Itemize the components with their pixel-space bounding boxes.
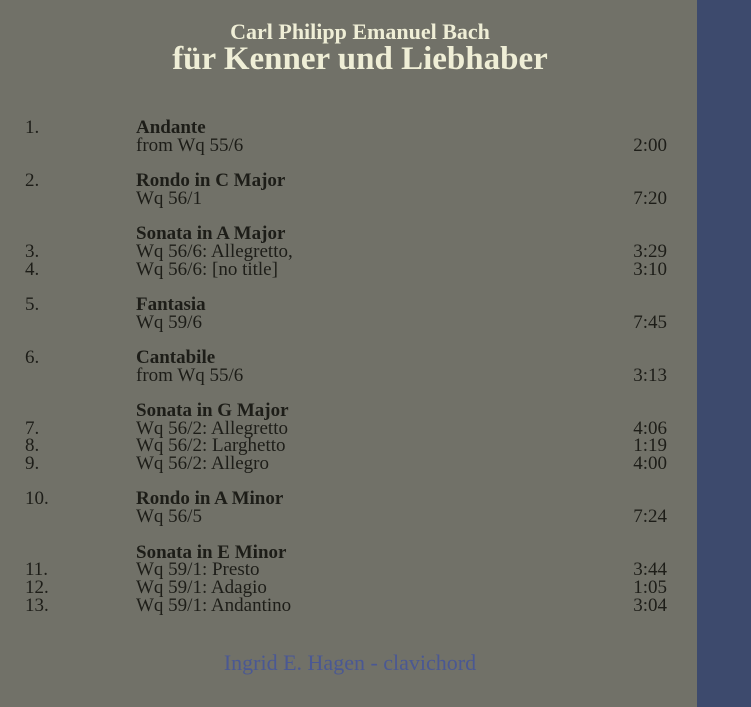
track-row: Wq 56/5 7:24 xyxy=(25,506,667,528)
track-duration: 4:00 xyxy=(633,453,667,475)
work-title: Sonata in G Major xyxy=(136,400,289,421)
track-duration: 3:29 xyxy=(633,240,667,262)
work-title: Fantasia xyxy=(136,293,206,315)
track-name: Wq 59/6 xyxy=(136,311,202,333)
track-duration: 3:10 xyxy=(633,258,667,280)
work-title: Cantabile xyxy=(136,346,216,368)
track-name: Wq 59/1: Presto xyxy=(136,559,260,581)
track-row: 9. Wq 56/2: Allegro 4:00 xyxy=(25,453,667,475)
track-name: Wq 56/2: Allegretto xyxy=(136,417,288,439)
track-row: from Wq 55/6 2:00 xyxy=(25,134,667,156)
work-title: Sonata in E Minor xyxy=(136,541,287,563)
track-number: 9. xyxy=(25,453,40,475)
album-title: für Kenner und Liebhaber xyxy=(172,41,548,77)
track-group: Sonata in A Major 3. Wq 56/6: Allegretto, 3… xyxy=(25,223,667,280)
track-number: 2. xyxy=(25,170,40,192)
track-group: 10. Rondo in A Minor Wq 56/5 7:24 xyxy=(25,488,667,528)
track-number: 1. xyxy=(25,117,40,138)
work-title: Rondo in A Minor xyxy=(136,488,284,510)
track-name: from Wq 55/6 xyxy=(136,134,244,156)
track-group: 1. Andante from Wq 55/6 2:00 xyxy=(25,117,667,156)
track-row: 4. Wq 56/6: [no title] 3:10 xyxy=(25,258,667,280)
track-duration: 3:44 xyxy=(633,559,667,581)
track-duration: 3:13 xyxy=(633,364,667,386)
track-name: Wq 59/1: Adagio xyxy=(136,576,267,598)
track-name: Wq 56/5 xyxy=(136,506,202,528)
track-duration: 4:06 xyxy=(633,417,667,439)
group-title-row: 6. Cantabile xyxy=(25,346,667,368)
performer-credit: Ingrid E. Hagen - clavichord xyxy=(223,650,477,675)
work-title: Sonata in A Major xyxy=(136,223,286,245)
group-title-row: 1. Andante xyxy=(25,117,667,138)
track-row: 13. Wq 59/1: Andantino 3:04 xyxy=(25,594,667,616)
track-row: 8. Wq 56/2: Larghetto 1:19 xyxy=(25,435,667,457)
track-number: 4. xyxy=(25,258,40,280)
track-group: 5. Fantasia Wq 59/6 7:45 xyxy=(25,293,667,333)
track-name: Wq 56/6: Allegretto, xyxy=(136,240,293,262)
track-name: Wq 56/2: Allegro xyxy=(136,453,269,475)
side-strip xyxy=(697,0,751,707)
track-group: 6. Cantabile from Wq 55/6 3:13 xyxy=(25,346,667,386)
track-number: 5. xyxy=(25,293,40,315)
track-duration: 7:45 xyxy=(633,311,667,333)
track-number: 8. xyxy=(25,435,40,457)
track-name: Wq 59/1: Andantino xyxy=(136,594,292,616)
track-group: Sonata in G Major 7. Wq 56/2: Allegretto 4:… xyxy=(25,400,667,475)
work-title: Andante xyxy=(136,117,206,138)
track-row: from Wq 55/6 3:13 xyxy=(25,364,667,386)
track-number: 6. xyxy=(25,346,40,368)
track-row: 12. Wq 59/1: Adagio 1:05 xyxy=(25,576,667,598)
work-title: Rondo in C Major xyxy=(136,170,286,192)
track-row: 7. Wq 56/2: Allegretto 4:06 xyxy=(25,417,667,439)
track-name: from Wq 55/6 xyxy=(136,364,244,386)
track-number: 3. xyxy=(25,240,40,262)
track-number: 11. xyxy=(25,559,49,581)
track-number: 12. xyxy=(25,576,49,598)
track-list: 1. Andante from Wq 55/6 2:00 2. Rondo in C Ma… xyxy=(25,117,667,632)
track-duration: 3:04 xyxy=(633,594,667,616)
track-row: Wq 59/6 7:45 xyxy=(25,311,667,333)
group-title-row: Sonata in A Major xyxy=(25,223,667,245)
track-name: Wq 56/2: Larghetto xyxy=(136,435,286,457)
track-duration: 7:24 xyxy=(633,506,667,528)
track-duration: 1:19 xyxy=(633,435,667,457)
group-title-row: Sonata in G Major xyxy=(25,400,667,421)
track-row: Wq 56/1 7:20 xyxy=(25,187,667,209)
track-group: 2. Rondo in C Major Wq 56/1 7:20 xyxy=(25,170,667,209)
track-duration: 2:00 xyxy=(633,134,667,156)
group-title-row: 10. Rondo in A Minor xyxy=(25,488,667,510)
track-duration: 1:05 xyxy=(633,576,667,598)
track-name: Wq 56/1 xyxy=(136,187,202,209)
composer-name: Carl Philipp Emanuel Bach xyxy=(230,19,490,44)
track-group: Sonata in E Minor 11. Wq 59/1: Presto 3:44 1… xyxy=(25,541,667,616)
group-title-row: 5. Fantasia xyxy=(25,293,667,315)
track-row: 11. Wq 59/1: Presto 3:44 xyxy=(25,559,667,581)
group-title-row: 2. Rondo in C Major xyxy=(25,170,667,192)
track-number: 13. xyxy=(25,594,49,616)
track-duration: 7:20 xyxy=(633,187,667,209)
track-row: 3. Wq 56/6: Allegretto, 3:29 xyxy=(25,240,667,262)
group-title-row: Sonata in E Minor xyxy=(25,541,667,563)
track-number: 7. xyxy=(25,417,40,439)
track-name: Wq 56/6: [no title] xyxy=(136,258,278,280)
track-number: 10. xyxy=(25,488,49,510)
